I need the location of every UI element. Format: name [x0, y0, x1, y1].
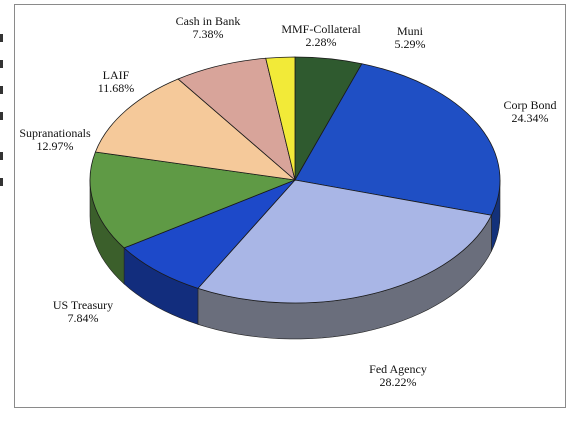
scan-edge-marks: [0, 0, 14, 416]
value-label-laif: 11.68%: [98, 81, 135, 95]
label-muni: Muni: [397, 24, 424, 38]
value-label-mmf-collateral: 2.28%: [306, 35, 337, 49]
pie-slice-laif: [94, 78, 297, 181]
value-label-cash-in-bank: 7.38%: [193, 27, 224, 41]
pie-top-layer: [89, 56, 501, 304]
value-label-corp-bond: 24.34%: [512, 111, 549, 125]
label-supranationals: Supranationals: [19, 126, 91, 140]
value-label-supranationals: 12.97%: [37, 139, 74, 153]
value-label-us-treasury: 7.84%: [68, 311, 99, 325]
label-mmf-collateral: MMF-Collateral: [281, 22, 361, 36]
pie-slice-corp-bond: [294, 63, 501, 216]
pie-slice-supranationals: [89, 151, 297, 249]
pie-slice-us-treasury: [123, 179, 296, 289]
chart-frame: Muni 5.29% Corp Bond 24.34% Fed Agency 28.22%…: [14, 4, 566, 408]
value-label-fed-agency: 28.22%: [380, 375, 417, 389]
label-laif: LAIF: [103, 68, 130, 82]
label-fed-agency: Fed Agency: [369, 362, 427, 376]
label-cash-in-bank: Cash in Bank: [176, 14, 241, 28]
pie-slice-fed-agency: [197, 179, 492, 304]
label-us-treasury: US Treasury: [53, 298, 113, 312]
pie-slice-mmf-collateral: [265, 56, 296, 181]
label-corp-bond: Corp Bond: [503, 98, 556, 112]
value-label-muni: 5.29%: [395, 37, 426, 51]
